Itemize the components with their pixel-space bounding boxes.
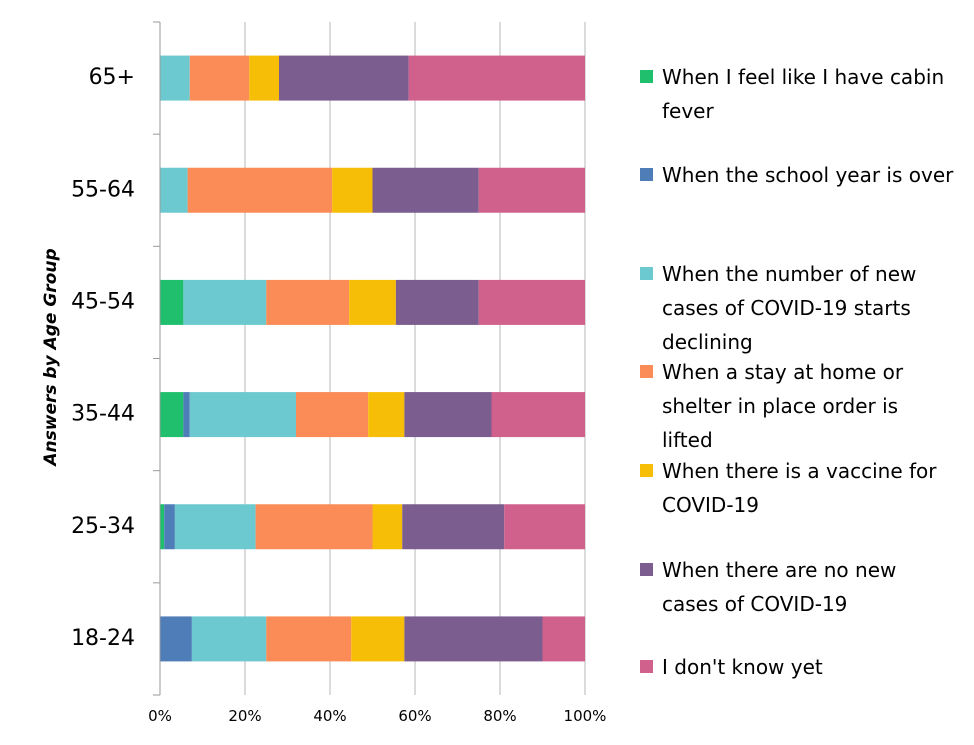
- legend-label: When there is a vaccine for COVID-19: [662, 454, 967, 522]
- bar-segment: [160, 616, 192, 662]
- bar-segment: [372, 504, 403, 550]
- bar-segment: [160, 167, 188, 213]
- bar-segment: [266, 616, 352, 662]
- legend-label-line: COVID-19: [662, 493, 760, 517]
- bar-segment: [395, 279, 479, 325]
- legend-swatch: [640, 464, 653, 477]
- legend-label-line: When a stay at home or: [662, 360, 904, 384]
- bar-segment: [279, 55, 409, 101]
- bar-segment: [332, 167, 373, 213]
- bar-segment: [160, 504, 165, 550]
- bar-segment: [249, 55, 279, 101]
- gridlines: [244, 22, 586, 695]
- legend-label-line: When the number of new: [662, 262, 917, 286]
- bar-segment: [187, 167, 333, 213]
- legend-swatch: [640, 660, 653, 673]
- bar-segment: [189, 392, 296, 438]
- bar-segment: [542, 616, 585, 662]
- legend-swatch: [640, 267, 653, 280]
- legend-label: When a stay at home or shelter in place …: [662, 355, 967, 457]
- bar-segment: [160, 55, 190, 101]
- bar-segment: [191, 616, 267, 662]
- legend-label: When the school year is over: [662, 158, 967, 192]
- legend-label-line: When there is a vaccine for: [662, 459, 937, 483]
- x-tick-label: 60%: [398, 707, 431, 725]
- legend-swatch: [640, 168, 653, 181]
- y-category-label: 18-24: [71, 626, 135, 651]
- legend-label-line: cases of COVID-19 starts: [662, 296, 911, 320]
- x-tick-label: 40%: [313, 707, 346, 725]
- bar-segment: [368, 392, 405, 438]
- x-tick-label: 0%: [148, 707, 172, 725]
- y-category-label: 65+: [89, 65, 135, 90]
- bar-segment: [296, 392, 369, 438]
- y-axis-label: Answers by Age Group: [41, 248, 61, 467]
- bar-segment: [189, 55, 250, 101]
- legend-swatch: [640, 365, 653, 378]
- bar-segment: [478, 167, 585, 213]
- legend-swatch: [640, 563, 653, 576]
- legend-label-line: When there are no new: [662, 558, 897, 582]
- legend-label: When the number of new cases of COVID-19…: [662, 257, 967, 359]
- legend-label-line: When the school year is over: [662, 163, 954, 187]
- bar-segment: [160, 392, 184, 438]
- bars: [160, 55, 585, 662]
- legend-label-line: lifted: [662, 428, 713, 452]
- legend-label-line: cases of COVID-19: [662, 592, 848, 616]
- y-category-label: 55-64: [71, 177, 135, 202]
- legend-label: When I feel like I have cabin fever: [662, 60, 967, 128]
- y-category-label: 35-44: [71, 402, 135, 427]
- legend-swatch: [640, 70, 653, 83]
- y-category-label: 25-34: [71, 514, 135, 539]
- tick-labels: 0% 20% 40% 60% 80% 100% 65+ 55-64 45-54 35-44 25-3…: [71, 65, 606, 725]
- legend-label-line: I don't know yet: [662, 655, 823, 679]
- legend-label-line: shelter in place order is: [662, 394, 899, 418]
- legend-label: When there are no new cases of COVID-19: [662, 553, 967, 621]
- bar-segment: [174, 504, 256, 550]
- legend-label-line: When I feel like I have cabin: [662, 65, 945, 89]
- legend-label: I don't know yet: [662, 650, 967, 684]
- bar-segment: [160, 279, 184, 325]
- bar-segment: [183, 392, 190, 438]
- bar-segment: [351, 616, 405, 662]
- bar-segment: [491, 392, 585, 438]
- x-tick-label: 100%: [564, 707, 607, 725]
- bar-segment: [183, 279, 267, 325]
- legend-label-line: fever: [662, 99, 714, 123]
- bar-segment: [404, 392, 492, 438]
- bar-segment: [372, 167, 479, 213]
- bar-segment: [404, 616, 543, 662]
- bar-segment: [402, 504, 505, 550]
- x-tick-label: 20%: [228, 707, 261, 725]
- x-tick-label: 80%: [483, 707, 516, 725]
- bar-segment: [408, 55, 585, 101]
- bar-segment: [504, 504, 585, 550]
- legend-label-line: declining: [662, 330, 753, 354]
- bar-segment: [478, 279, 585, 325]
- bar-segment: [349, 279, 396, 325]
- bar-segment: [266, 279, 350, 325]
- bar-segment: [255, 504, 373, 550]
- bar-segment: [164, 504, 175, 550]
- axes: [153, 21, 161, 696]
- y-category-label: 45-54: [71, 289, 135, 314]
